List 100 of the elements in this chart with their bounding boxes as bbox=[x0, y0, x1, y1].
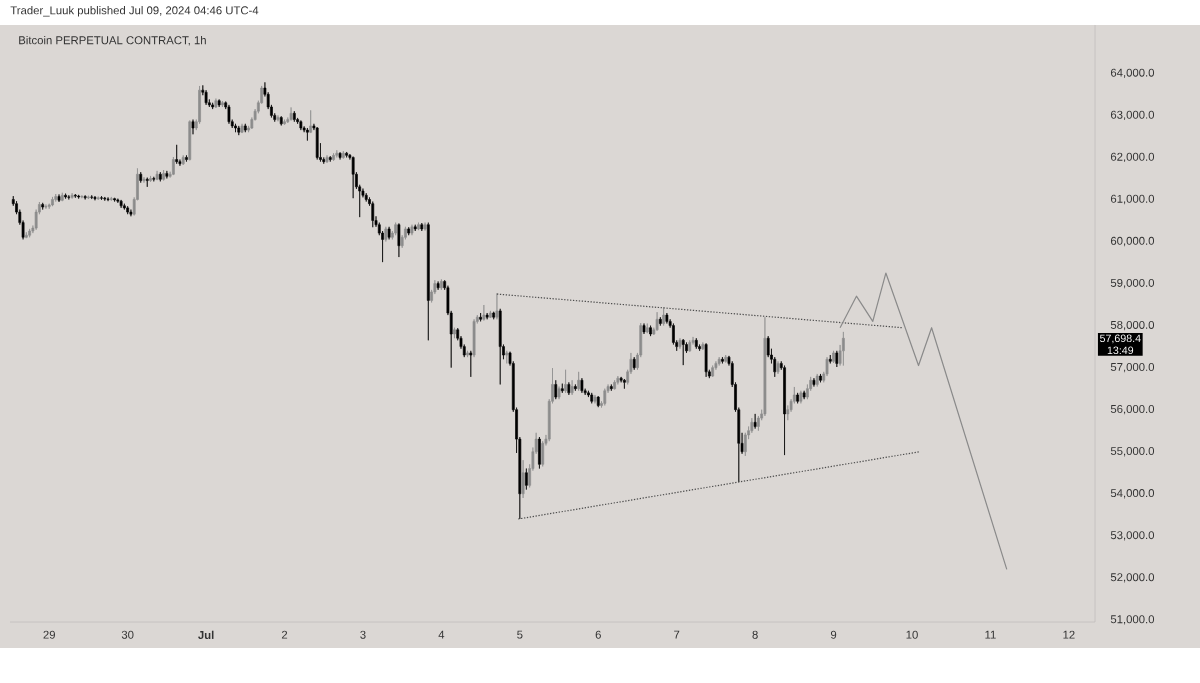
candlestick bbox=[83, 194, 87, 200]
candlestick bbox=[613, 379, 616, 390]
candlestick bbox=[77, 194, 81, 199]
candlestick bbox=[417, 222, 420, 231]
candlestick bbox=[364, 192, 368, 202]
candlestick bbox=[211, 102, 215, 110]
candlestick bbox=[453, 327, 456, 339]
candlestick bbox=[165, 170, 169, 179]
x-tick-label: 30 bbox=[121, 630, 134, 639]
y-tick-label: 61,000.0 bbox=[1110, 194, 1155, 205]
candlestick bbox=[214, 98, 218, 109]
candlestick bbox=[711, 365, 715, 378]
candlestick bbox=[426, 222, 430, 341]
candlestick bbox=[665, 312, 669, 324]
candlestick bbox=[243, 123, 247, 133]
candlestick bbox=[783, 365, 786, 456]
candlestick bbox=[524, 468, 528, 490]
candlestick bbox=[158, 171, 162, 182]
candlestick bbox=[420, 222, 424, 232]
candlestick bbox=[841, 331, 845, 366]
candlestick bbox=[776, 361, 780, 375]
candlestick bbox=[126, 205, 130, 215]
candlestick bbox=[292, 110, 296, 123]
candlestick bbox=[603, 388, 607, 406]
candlestick bbox=[28, 228, 31, 238]
candlestick bbox=[299, 120, 303, 131]
x-tick-label: 12 bbox=[1063, 630, 1075, 639]
candlestick bbox=[96, 196, 100, 201]
candlestick bbox=[384, 226, 388, 242]
candlestick bbox=[688, 339, 692, 353]
candlestick bbox=[103, 196, 107, 202]
candlestick bbox=[609, 384, 613, 392]
candlestick bbox=[90, 194, 94, 200]
candlestick bbox=[538, 436, 541, 469]
candlestick bbox=[397, 223, 401, 258]
candlestick bbox=[721, 356, 724, 364]
candlestick bbox=[60, 192, 64, 202]
candlestick bbox=[387, 226, 391, 240]
candlestick bbox=[410, 224, 414, 236]
candlestick bbox=[217, 99, 221, 108]
text: Trader_Luuk published Jul 09, 2024 04:46 UTC-4 bbox=[10, 6, 259, 17]
y-tick-label: 62,000.0 bbox=[1110, 152, 1155, 163]
line-series bbox=[839, 272, 1008, 571]
candlestick bbox=[142, 176, 146, 183]
candlestick bbox=[172, 156, 175, 176]
candlestick bbox=[717, 356, 721, 366]
candlestick bbox=[93, 195, 97, 201]
candlestick bbox=[655, 311, 659, 331]
candlestick bbox=[485, 312, 489, 320]
candlestick bbox=[100, 195, 103, 201]
candlestick bbox=[492, 311, 496, 320]
candlestick bbox=[109, 196, 113, 202]
candlestick bbox=[279, 115, 283, 126]
candlestick bbox=[469, 350, 473, 378]
candlestick bbox=[658, 316, 662, 326]
candlestick bbox=[554, 379, 558, 400]
candlestick bbox=[724, 354, 728, 363]
candlestick bbox=[240, 123, 244, 134]
candlestick bbox=[413, 224, 417, 232]
candlestick bbox=[574, 384, 577, 392]
candlestick bbox=[276, 115, 280, 122]
candlestick bbox=[309, 110, 313, 134]
candlestick bbox=[580, 377, 584, 394]
candlestick bbox=[802, 390, 806, 400]
candlestick bbox=[338, 152, 342, 160]
y-tick-label: 60,000.0 bbox=[1110, 236, 1155, 247]
x-tick-label: 8 bbox=[752, 630, 758, 639]
candlestick bbox=[283, 119, 286, 125]
candlestick bbox=[796, 392, 799, 404]
candlestick bbox=[87, 195, 90, 200]
candlestick bbox=[489, 310, 492, 319]
candlestick bbox=[828, 354, 832, 364]
candlestick bbox=[694, 337, 698, 350]
y-tick-label: 55,000.0 bbox=[1110, 447, 1155, 457]
candlestick bbox=[590, 392, 594, 404]
x-tick-label: 9 bbox=[830, 630, 837, 639]
candlestick bbox=[341, 150, 345, 160]
y-tick-label: 58,000.0 bbox=[1110, 320, 1155, 331]
candlestick bbox=[564, 369, 567, 394]
candlestick bbox=[832, 350, 835, 364]
candlestick bbox=[175, 144, 179, 165]
candlestick bbox=[149, 175, 152, 183]
x-tick-label: 2 bbox=[281, 630, 288, 639]
candlestick bbox=[155, 170, 159, 181]
candlestick bbox=[351, 156, 355, 199]
candlestick bbox=[645, 323, 649, 334]
candlestick bbox=[812, 377, 816, 387]
text: 13:49 bbox=[1107, 346, 1134, 355]
candlestick bbox=[181, 154, 185, 166]
x-tick-label: 29 bbox=[43, 630, 55, 639]
candlestick bbox=[204, 89, 208, 106]
candlestick bbox=[185, 154, 188, 162]
candlestick bbox=[567, 382, 571, 396]
y-tick-label: 54,000.0 bbox=[1110, 489, 1155, 499]
y-tick-label: 51,000.0 bbox=[1110, 615, 1155, 625]
candlestick bbox=[289, 107, 293, 121]
y-tick-label: 56,000.0 bbox=[1110, 405, 1155, 415]
y-tick-label: 52,000.0 bbox=[1110, 573, 1155, 583]
candlestick bbox=[237, 125, 241, 136]
candlestick bbox=[54, 193, 58, 202]
